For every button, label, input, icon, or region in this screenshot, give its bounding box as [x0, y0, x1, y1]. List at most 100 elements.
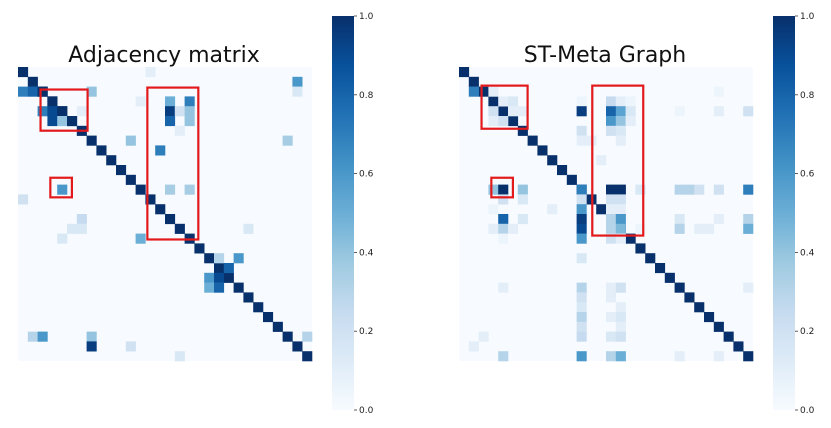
- heatmap-cell: [135, 233, 146, 244]
- highlight-box: [39, 88, 89, 132]
- heatmap-cell-diagonal: [302, 351, 313, 362]
- heatmap-cell: [606, 282, 617, 293]
- heatmap-cell: [606, 351, 617, 362]
- heatmap-grid: [18, 67, 313, 362]
- heatmap-cell: [57, 106, 68, 117]
- heatmap-cell-diagonal: [223, 272, 234, 283]
- heatmap-cell-diagonal: [596, 204, 607, 215]
- heatmap-cell: [498, 214, 509, 225]
- heatmap-cell-diagonal: [194, 243, 205, 254]
- heatmap-cell: [596, 155, 607, 166]
- colorbar-ticks: 0.0 0.2 0.4 0.6 0.8 1.0: [795, 12, 815, 416]
- heatmap-cell: [713, 351, 724, 362]
- heatmap-cell-diagonal: [694, 302, 705, 313]
- heatmap-cell: [615, 214, 626, 225]
- heatmap-cell: [606, 204, 617, 215]
- colorbar-gradient: [773, 16, 795, 410]
- heatmap-cell-diagonal: [214, 263, 225, 274]
- heatmap-cell: [615, 184, 626, 195]
- heatmap-cell-diagonal: [723, 331, 734, 342]
- heatmap-cell: [498, 184, 509, 195]
- heatmap-cell: [606, 125, 617, 136]
- heatmap-cell-diagonal: [96, 145, 107, 156]
- heatmap-cell-diagonal: [292, 341, 303, 352]
- heatmap-cell: [498, 96, 509, 107]
- heatmap-cell: [615, 223, 626, 234]
- heatmap-cell: [606, 331, 617, 342]
- heatmap-cell: [468, 341, 479, 352]
- heatmap-cell: [517, 194, 528, 205]
- heatmap-cell: [145, 67, 156, 78]
- heatmap-cell-diagonal: [478, 86, 489, 97]
- colorbar-tick-label: 0.4: [800, 248, 815, 258]
- heatmap-cell: [292, 76, 303, 87]
- heatmap-cell: [57, 233, 68, 244]
- heatmap-cell: [606, 116, 617, 127]
- heatmap-cell: [576, 96, 587, 107]
- heatmap-cell-diagonal: [233, 282, 244, 293]
- highlight-box: [591, 84, 645, 237]
- heatmap-cell: [606, 312, 617, 323]
- heatmap-cell: [233, 253, 244, 264]
- heatmap-cell: [37, 86, 48, 97]
- heatmap-cell-diagonal: [135, 184, 146, 195]
- heatmap-cell-diagonal: [537, 145, 548, 156]
- heatmap-cell: [76, 214, 87, 225]
- heatmap-cell: [184, 96, 195, 107]
- heatmap-cell: [615, 331, 626, 342]
- heatmap-cell: [576, 302, 587, 313]
- heatmap-cell-diagonal: [106, 155, 117, 166]
- heatmap-cell-diagonal: [508, 116, 519, 127]
- highlight-box: [49, 176, 73, 199]
- heatmap-cell: [576, 312, 587, 323]
- heatmap-cell: [606, 184, 617, 195]
- chart-title: Adjacency matrix: [68, 43, 260, 68]
- heatmap-cell: [635, 223, 646, 234]
- heatmap-cell: [576, 233, 587, 244]
- colorbar-tick-label: 1.0: [800, 12, 815, 22]
- heatmap-cell: [625, 116, 636, 127]
- heatmap-cell: [606, 96, 617, 107]
- heatmap-cell: [576, 204, 587, 215]
- heatmap-cell-diagonal: [713, 321, 724, 332]
- heatmap-cell: [625, 96, 636, 107]
- heatmap-cell: [743, 184, 754, 195]
- heatmap-cell: [576, 125, 587, 136]
- heatmap-cell: [86, 86, 97, 97]
- highlight-box: [490, 176, 514, 199]
- heatmap-cell: [674, 223, 685, 234]
- colorbar-tick-label: 0.6: [359, 170, 374, 180]
- heatmap-cell: [743, 282, 754, 293]
- heatmap-cell: [576, 184, 587, 195]
- heatmap-cell-diagonal: [243, 292, 254, 303]
- colorbar-ticks: 0.0 0.2 0.4 0.6 0.8 1.0: [354, 12, 374, 416]
- heatmap-cell: [67, 116, 78, 127]
- heatmap-cell-diagonal: [488, 96, 499, 107]
- heatmap-cell: [674, 351, 685, 362]
- heatmap-cell: [184, 106, 195, 117]
- heatmap-cell: [615, 116, 626, 127]
- heatmap-cell: [615, 282, 626, 293]
- heatmap-cell: [76, 106, 87, 117]
- heatmap-cell: [165, 184, 176, 195]
- heatmap-cell-diagonal: [645, 253, 656, 264]
- heatmap-cell: [174, 125, 185, 136]
- heatmap-cell: [165, 106, 176, 117]
- heatmap-cell: [498, 194, 509, 205]
- heatmap-cell: [615, 96, 626, 107]
- heatmap-cell: [606, 106, 617, 117]
- heatmap-cell: [76, 223, 87, 234]
- colorbar-tick-label: 0.2: [800, 327, 814, 337]
- heatmap-cell: [468, 86, 479, 97]
- heatmap-cell: [498, 116, 509, 127]
- heatmap-cell-diagonal: [86, 135, 97, 146]
- heatmap-cell: [606, 194, 617, 205]
- heatmap-cell: [684, 184, 695, 195]
- colorbar-tick-label: 0.4: [359, 248, 374, 258]
- heatmap-cell-diagonal: [204, 253, 215, 264]
- heatmap-cell: [135, 96, 146, 107]
- heatmap-cell: [488, 116, 499, 127]
- heatmap-cell: [47, 96, 58, 107]
- heatmap-cell: [125, 135, 136, 146]
- heatmap-cell: [674, 106, 685, 117]
